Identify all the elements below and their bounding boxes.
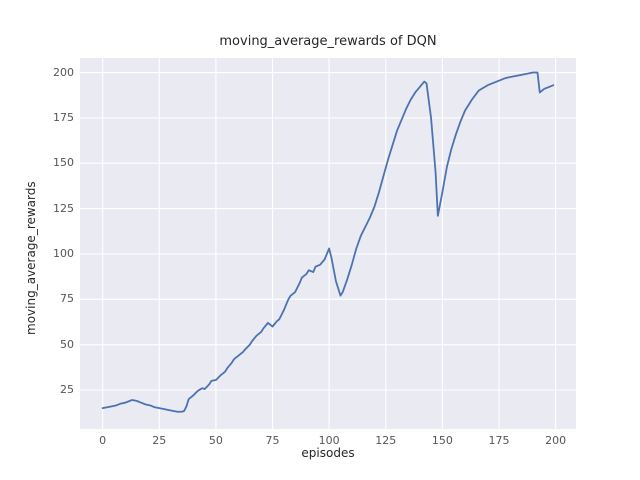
y-tick-label: 200 bbox=[53, 65, 74, 79]
x-tick-label: 0 bbox=[99, 434, 107, 447]
chart-title: moving_average_rewards of DQN bbox=[219, 34, 437, 49]
y-tick-label: 150 bbox=[53, 156, 74, 170]
x-tick-label: 75 bbox=[265, 434, 280, 447]
y-tick-label: 25 bbox=[60, 382, 74, 396]
y-tick-label: 175 bbox=[53, 110, 74, 124]
x-tick-label: 100 bbox=[318, 434, 340, 447]
x-tick-label: 150 bbox=[431, 434, 453, 447]
y-tick-label: 75 bbox=[60, 292, 74, 306]
x-tick-label: 200 bbox=[545, 434, 567, 447]
plot-area bbox=[80, 58, 576, 429]
x-axis-label: episodes bbox=[301, 446, 355, 460]
series-line bbox=[101, 71, 555, 413]
y-tick-label: 100 bbox=[53, 246, 74, 260]
x-tick-label: 175 bbox=[488, 434, 510, 447]
x-tick-label: 50 bbox=[208, 434, 223, 447]
x-tick-label: 125 bbox=[375, 434, 397, 447]
x-tick-label: 25 bbox=[152, 434, 167, 447]
y-tick-label: 50 bbox=[60, 337, 74, 351]
y-axis-label: moving_average_rewards bbox=[24, 181, 38, 335]
y-tick-label: 125 bbox=[53, 201, 74, 215]
plot-background bbox=[80, 58, 576, 429]
